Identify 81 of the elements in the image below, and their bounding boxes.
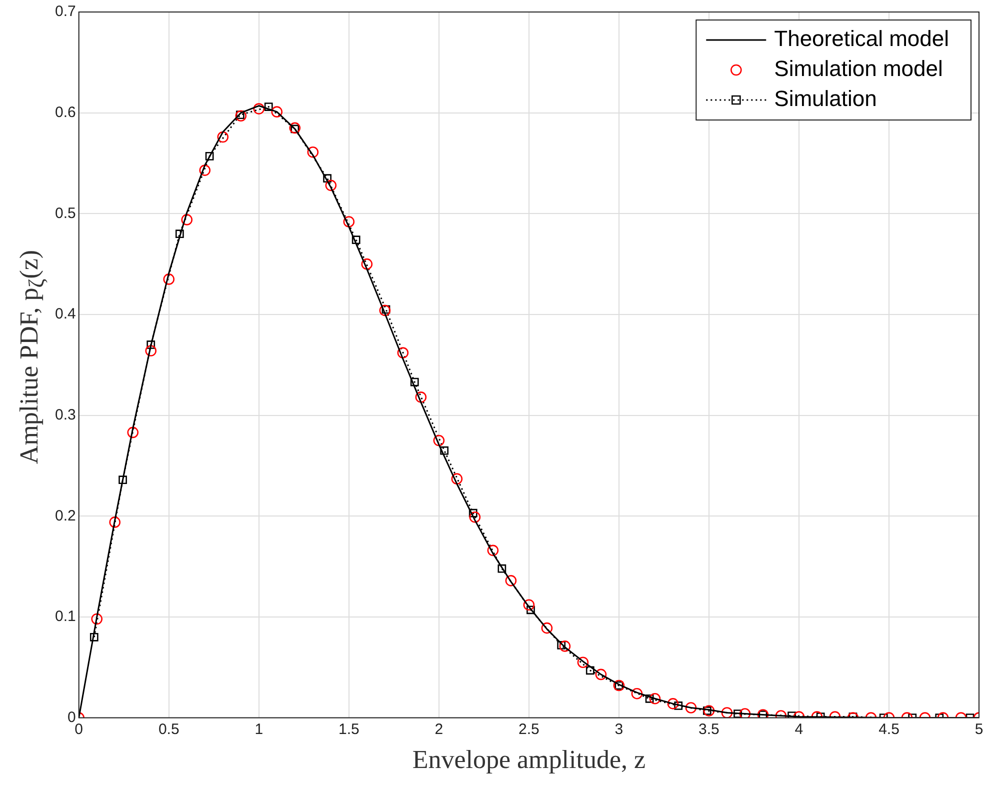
point <box>217 131 229 143</box>
point <box>175 230 184 238</box>
legend-label: Simulation model <box>774 56 943 82</box>
legend-label: Theoretical model <box>774 26 950 52</box>
point <box>290 124 300 134</box>
point <box>469 512 481 523</box>
x-tick-label: 5 <box>974 720 984 738</box>
point <box>557 641 566 650</box>
point <box>379 304 391 316</box>
point <box>127 426 139 438</box>
point <box>674 702 683 710</box>
point <box>721 707 733 718</box>
point <box>451 473 463 484</box>
point <box>505 575 517 586</box>
point <box>702 706 712 715</box>
point <box>559 640 571 652</box>
point <box>205 152 214 160</box>
point <box>631 688 643 700</box>
point <box>487 544 499 556</box>
point <box>415 392 427 403</box>
point <box>145 345 157 356</box>
point <box>433 434 445 446</box>
x-tick-label: 0.5 <box>158 720 180 738</box>
point <box>440 446 448 455</box>
y-tick-label: 0.3 <box>54 406 76 424</box>
y-tick-label: 0.7 <box>54 3 76 20</box>
point <box>118 476 127 484</box>
point <box>382 305 390 314</box>
point <box>343 216 355 228</box>
point <box>146 340 156 349</box>
y-tick-label: 0.1 <box>54 608 76 626</box>
point <box>361 258 373 270</box>
point <box>90 632 98 642</box>
point <box>685 702 697 714</box>
point <box>236 110 244 120</box>
point <box>703 705 715 716</box>
x-tick-label: 3 <box>614 720 624 738</box>
y-tick-label: 0.2 <box>54 507 76 524</box>
point <box>163 274 175 285</box>
point <box>595 668 607 680</box>
point <box>523 599 535 611</box>
point <box>397 347 409 358</box>
x-tick-label: 1.5 <box>338 720 360 738</box>
point <box>323 174 332 183</box>
point <box>645 694 654 703</box>
y-tick-label: 0 <box>68 708 76 726</box>
point <box>289 122 301 134</box>
point <box>325 180 337 192</box>
y-tick-label: 0.5 <box>54 204 76 222</box>
legend-label: Simulation <box>774 86 877 112</box>
x-tick-label: 1 <box>254 720 264 738</box>
point <box>307 146 319 158</box>
point <box>235 110 247 122</box>
point <box>577 656 589 668</box>
point <box>667 698 679 710</box>
point <box>498 564 506 573</box>
point <box>253 103 265 114</box>
point <box>468 508 478 518</box>
x-tick-label: 4.5 <box>878 720 900 738</box>
point <box>739 708 751 718</box>
point <box>541 622 553 634</box>
point <box>586 666 594 675</box>
point <box>649 692 661 704</box>
point <box>526 606 535 614</box>
x-tick-label: 2.5 <box>518 720 540 738</box>
point <box>271 106 283 118</box>
point <box>181 214 193 226</box>
point <box>410 378 419 386</box>
point <box>199 164 211 176</box>
y-tick-label: 0.6 <box>54 104 76 121</box>
x-tick-label: 2 <box>434 720 444 738</box>
x-tick-label: 3.5 <box>698 720 720 738</box>
point <box>734 710 742 718</box>
point <box>788 712 796 718</box>
x-tick-label: 4 <box>794 720 804 738</box>
point <box>264 102 273 111</box>
point <box>352 236 360 244</box>
point <box>91 613 103 625</box>
y-tick-label: 0.4 <box>54 306 76 323</box>
point <box>109 516 121 528</box>
x-axis-title: Envelope amplitude, z <box>412 745 646 774</box>
